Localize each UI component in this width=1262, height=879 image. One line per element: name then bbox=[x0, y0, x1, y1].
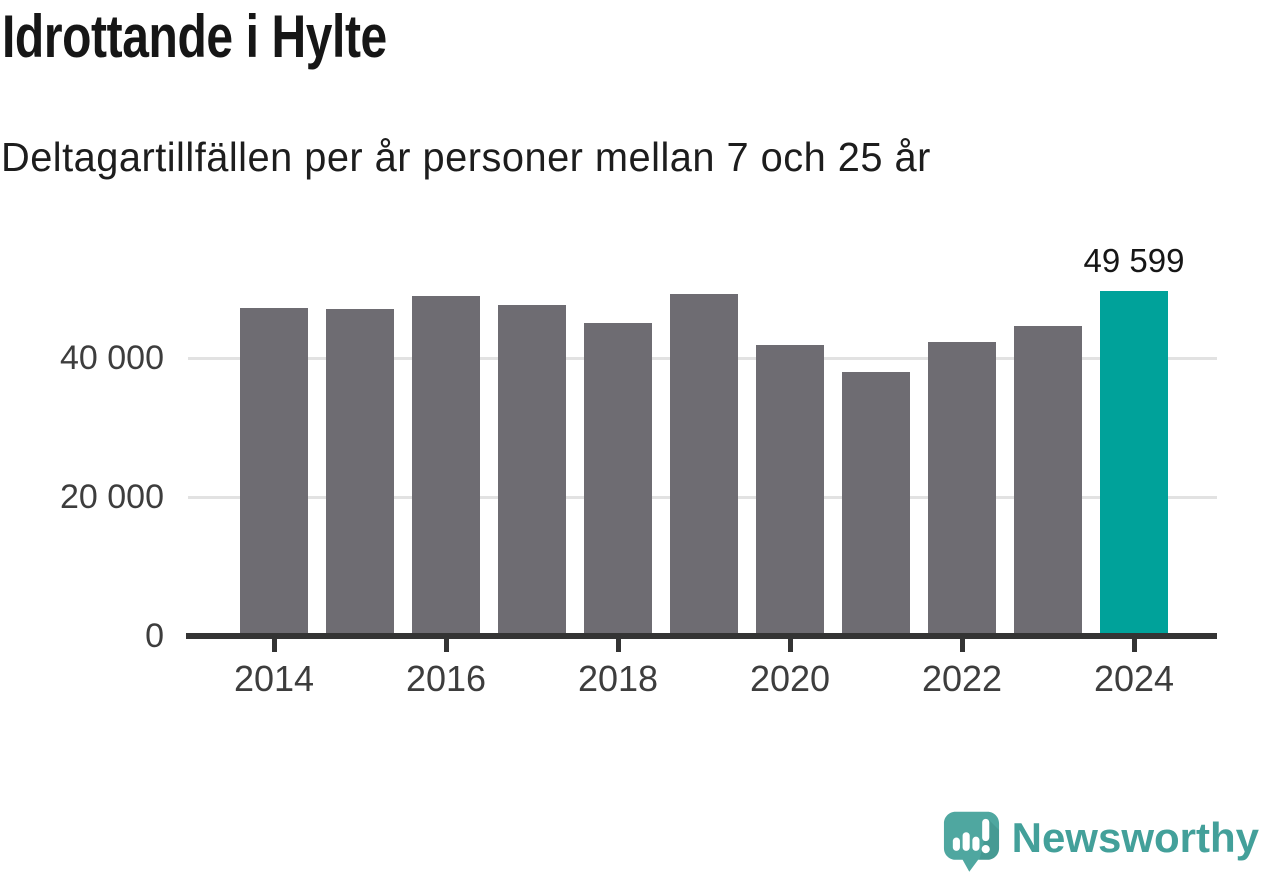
x-axis-label-2024: 2024 bbox=[1093, 658, 1175, 699]
bar-2015 bbox=[326, 309, 394, 636]
bar-2019 bbox=[670, 294, 738, 636]
bar-2018 bbox=[584, 323, 652, 636]
y-axis-label-40000: 40 000 bbox=[60, 339, 164, 377]
bar-2024 bbox=[1100, 291, 1168, 636]
newsworthy-brand-name: Newsworthy bbox=[1011, 814, 1259, 861]
x-axis-tick-2020 bbox=[788, 638, 793, 652]
chart-subtitle: Deltagartillfällen per år personer mella… bbox=[1, 134, 931, 180]
bar-2016 bbox=[412, 296, 480, 636]
x-axis-label-2022: 2022 bbox=[921, 658, 1003, 699]
bar-2014 bbox=[240, 308, 308, 636]
x-axis-label-2020: 2020 bbox=[749, 658, 831, 699]
newsworthy-logo-icon bbox=[943, 811, 999, 872]
bar-2020 bbox=[756, 345, 824, 636]
y-axis-label-0: 0 bbox=[145, 617, 164, 655]
y-axis-label-20000: 20 000 bbox=[60, 478, 164, 516]
bar-2023 bbox=[1014, 326, 1082, 636]
bar-value-label-2024: 49 599 bbox=[1083, 242, 1185, 279]
bar-2017 bbox=[498, 305, 566, 636]
x-axis-label-2014: 2014 bbox=[233, 658, 315, 699]
x-axis-tick-2016 bbox=[444, 638, 449, 652]
bar-2022 bbox=[928, 342, 996, 636]
x-axis-tick-2018 bbox=[616, 638, 621, 652]
bar-2021 bbox=[842, 372, 910, 636]
x-axis-tick-2014 bbox=[272, 638, 277, 652]
x-axis-tick-2022 bbox=[960, 638, 965, 652]
chart-title: Idrottande i Hylte bbox=[2, 3, 387, 70]
x-axis-label-2018: 2018 bbox=[577, 658, 659, 699]
x-axis-tick-2024 bbox=[1132, 638, 1137, 652]
x-axis-line bbox=[186, 633, 1217, 639]
newsworthy-logo: Newsworthy bbox=[942, 810, 1259, 874]
x-axis-label-2016: 2016 bbox=[405, 658, 487, 699]
